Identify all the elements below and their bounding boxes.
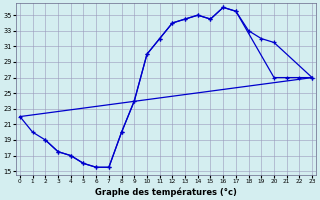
X-axis label: Graphe des températures (°c): Graphe des températures (°c) (95, 187, 237, 197)
